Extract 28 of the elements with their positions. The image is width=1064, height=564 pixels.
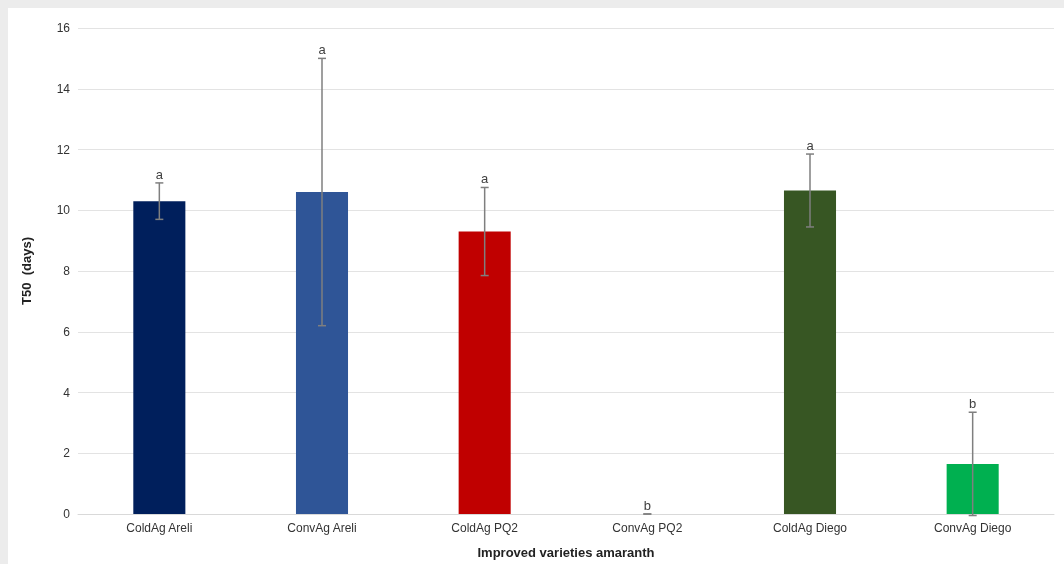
y-tick-label: 2 [63, 446, 71, 461]
annotation: a [481, 171, 490, 187]
x-tick-label: ColdAg Diego [772, 521, 848, 535]
annotation: b [969, 396, 977, 412]
annotation: b [643, 498, 651, 513]
annotation: a [318, 42, 327, 58]
y-tick-label: 4 [63, 385, 71, 400]
y-tick-label: 8 [63, 264, 71, 278]
x-tick-label: ColdAg PQ2 [451, 521, 519, 535]
y-tick-label: 14 [56, 81, 71, 96]
x-axis-title: Improved varieties amaranth [477, 545, 655, 560]
x-tick-label: ConvAg PQ2 [612, 521, 683, 535]
y-tick-label: 0 [63, 507, 71, 521]
y-tick-label: 6 [63, 324, 71, 339]
y-axis-title: T50 (days) [19, 237, 34, 305]
y-tick-label: 10 [56, 203, 71, 218]
x-tick-label: ConvAg Areli [287, 521, 357, 535]
x-tick-label: ConvAg Diego [933, 521, 1012, 535]
bar [458, 231, 511, 514]
x-tick-label: ColdAg Areli [126, 521, 193, 535]
annotation: a [806, 138, 815, 154]
annotation: a [155, 166, 164, 182]
y-tick-label: 12 [56, 142, 71, 157]
bar [295, 192, 349, 514]
y-tick-label: 16 [56, 21, 71, 35]
bar [133, 201, 186, 514]
bar [946, 463, 999, 514]
bar [783, 190, 837, 514]
